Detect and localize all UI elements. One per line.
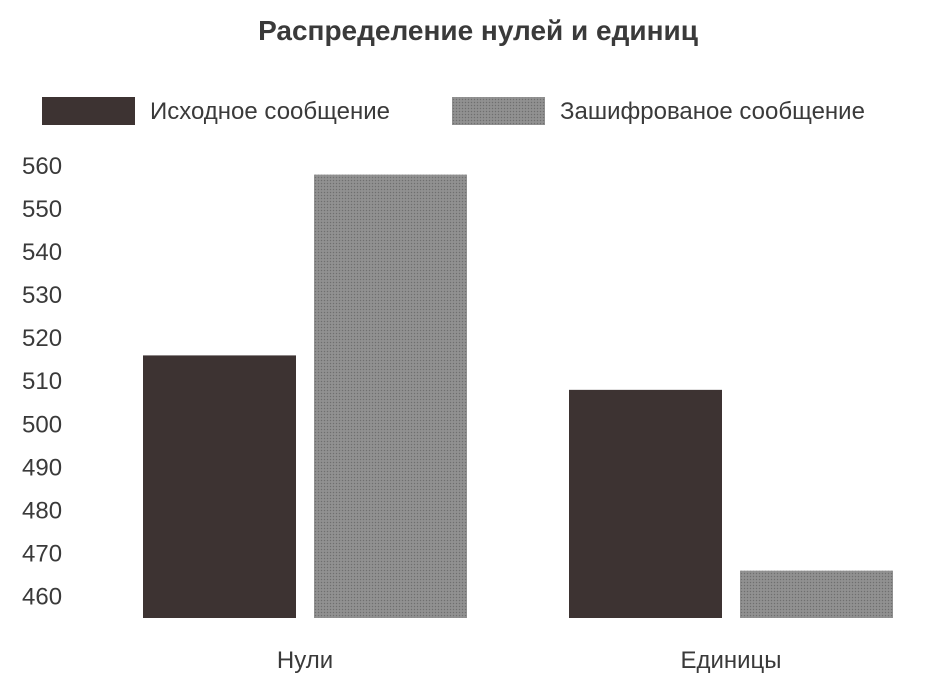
legend-swatch-1: [42, 97, 135, 125]
legend-label-1: Исходное сообщение: [150, 98, 390, 125]
y-tick-label: 490: [22, 454, 62, 481]
x-axis: Нули Единицы: [277, 647, 782, 674]
bar-2-2: [740, 570, 893, 618]
y-axis: 560 550 540 530 520 510 500 490 480 470 460: [22, 153, 62, 610]
y-tick-label: 480: [22, 497, 62, 524]
bar-2-1: [314, 174, 467, 618]
y-tick-label: 520: [22, 325, 62, 352]
bars: [143, 174, 893, 618]
legend: Исходное сообщение Зашифрованое сообщение: [42, 97, 865, 125]
y-tick-label: 540: [22, 239, 62, 266]
y-tick-label: 470: [22, 540, 62, 567]
y-tick-label: 510: [22, 368, 62, 395]
legend-label-2: Зашифрованое сообщение: [560, 98, 865, 125]
y-tick-label: 460: [22, 583, 62, 610]
y-tick-label: 530: [22, 282, 62, 309]
bar-1-2: [569, 389, 722, 618]
bar-1-1: [143, 355, 296, 618]
x-tick-label: Единицы: [680, 647, 781, 674]
y-tick-label: 560: [22, 153, 62, 180]
x-tick-label: Нули: [277, 647, 333, 674]
y-tick-label: 550: [22, 196, 62, 223]
chart-title: Распределение нулей и единиц: [258, 15, 698, 46]
legend-swatch-2: [452, 97, 545, 125]
y-tick-label: 500: [22, 411, 62, 438]
